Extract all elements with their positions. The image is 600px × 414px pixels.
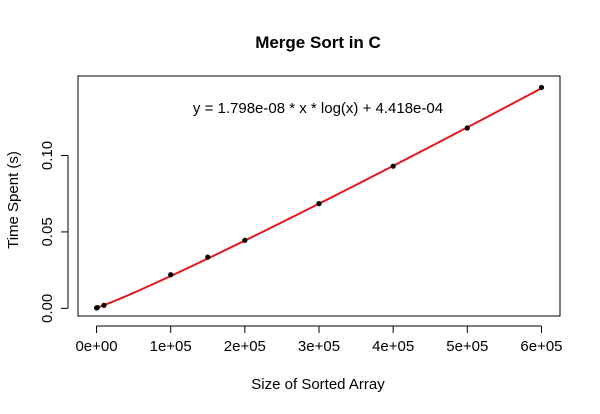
y-tick-label: 0.05 — [39, 217, 56, 246]
y-axis: 0.00 0.05 0.10 — [39, 141, 69, 323]
data-point — [464, 125, 470, 131]
data-point — [101, 302, 107, 308]
data-points — [94, 84, 545, 311]
x-axis-label: Size of Sorted Array — [251, 376, 385, 393]
x-tick-label: 6e+05 — [520, 338, 562, 355]
fit-line — [96, 87, 542, 309]
fit-equation-annotation: y = 1.798e-08 * x * log(x) + 4.418e-04 — [193, 100, 443, 117]
y-tick-label: 0.00 — [39, 294, 56, 323]
x-tick-label: 5e+05 — [446, 338, 488, 355]
x-tick-label: 0e+00 — [75, 338, 117, 355]
data-point — [316, 201, 322, 207]
x-tick-label: 3e+05 — [298, 338, 340, 355]
data-point — [168, 272, 174, 278]
data-point — [94, 304, 100, 311]
x-axis: 0e+00 1e+05 2e+05 3e+05 4e+05 5e+05 6e+05 — [75, 325, 563, 355]
x-tick-label: 4e+05 — [372, 338, 414, 355]
data-point — [205, 254, 211, 260]
data-point — [538, 84, 545, 91]
y-tick-label: 0.10 — [39, 141, 56, 170]
x-tick-label: 1e+05 — [150, 338, 192, 355]
plot-frame — [77, 75, 561, 317]
chart-title: Merge Sort in C — [255, 33, 381, 52]
x-tick-label: 2e+05 — [224, 338, 266, 355]
y-axis-label: Time Spent (s) — [5, 151, 22, 249]
data-point — [242, 237, 248, 243]
data-point — [390, 163, 396, 169]
